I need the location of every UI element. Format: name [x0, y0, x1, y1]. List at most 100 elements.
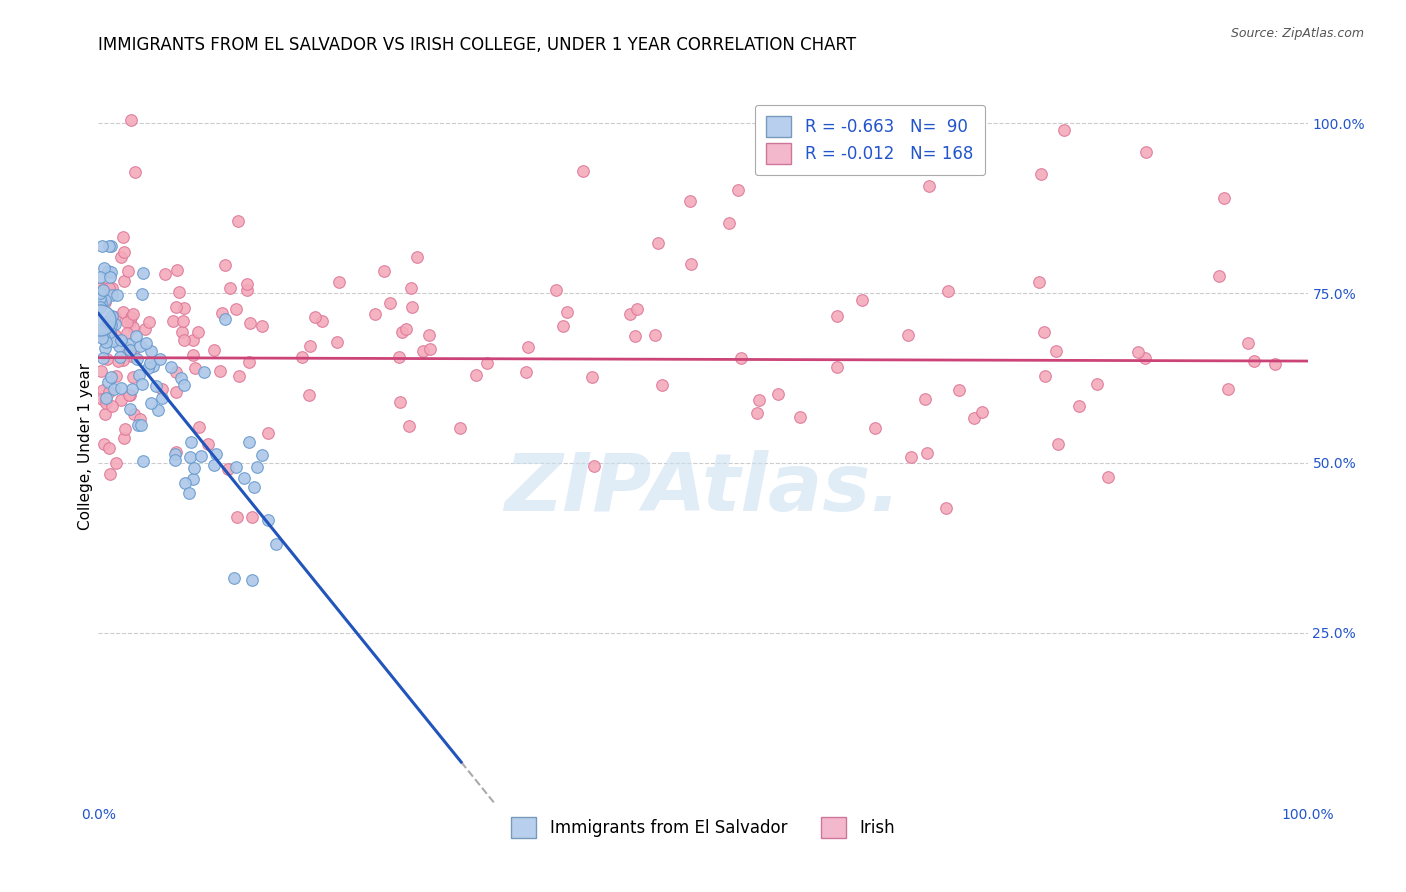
Point [121, 382, 143, 396]
Point [900, 450, 922, 465]
Point [122, 308, 145, 322]
Point [120, 310, 142, 325]
Point [124, 165, 146, 179]
Point [122, 407, 145, 421]
Point [1135, 351, 1157, 365]
Point [1243, 353, 1265, 368]
Point [163, 447, 186, 461]
Point [98, 238, 121, 252]
Point [96, 351, 118, 366]
Point [93, 436, 115, 450]
Point [718, 216, 741, 230]
Point [108, 351, 131, 365]
Point [96, 321, 118, 335]
Point [373, 264, 395, 278]
Point [235, 283, 257, 297]
Point [936, 284, 959, 298]
Point [89, 270, 111, 285]
Point [90, 296, 112, 310]
Point [122, 370, 145, 384]
Point [1067, 399, 1090, 413]
Point [515, 365, 537, 379]
Point [104, 328, 127, 343]
Point [100, 265, 122, 279]
Point [97, 314, 120, 328]
Point [142, 359, 165, 373]
Point [789, 409, 811, 424]
Point [304, 310, 326, 324]
Point [582, 458, 605, 473]
Point [851, 293, 873, 307]
Point [1028, 275, 1050, 289]
Point [165, 384, 187, 399]
Point [1045, 343, 1067, 358]
Point [972, 405, 994, 419]
Point [1216, 382, 1239, 396]
Point [1047, 437, 1070, 451]
Point [238, 435, 260, 450]
Point [918, 179, 941, 194]
Point [100, 318, 122, 332]
Point [546, 283, 568, 297]
Point [465, 368, 488, 383]
Point [1126, 345, 1149, 359]
Point [125, 352, 148, 367]
Point [624, 328, 647, 343]
Point [155, 267, 177, 281]
Point [217, 462, 239, 476]
Point [1264, 357, 1286, 371]
Point [205, 447, 228, 461]
Point [129, 339, 152, 353]
Point [91, 238, 114, 252]
Point [139, 344, 162, 359]
Point [122, 319, 145, 334]
Point [730, 351, 752, 365]
Point [190, 450, 212, 464]
Point [100, 370, 122, 384]
Point [104, 310, 127, 325]
Point [98, 384, 121, 399]
Point [825, 310, 848, 324]
Point [477, 356, 499, 370]
Point [172, 325, 194, 339]
Point [225, 302, 247, 317]
Point [136, 361, 159, 376]
Point [1085, 376, 1108, 391]
Point [131, 377, 153, 392]
Point [148, 403, 170, 417]
Point [101, 400, 124, 414]
Point [235, 277, 257, 292]
Point [311, 314, 333, 328]
Point [159, 360, 181, 375]
Point [167, 285, 190, 299]
Point [127, 418, 149, 433]
Point [391, 325, 413, 339]
Point [94, 392, 117, 407]
Point [218, 281, 240, 295]
Point [107, 338, 129, 352]
Point [388, 395, 411, 409]
Point [100, 287, 122, 301]
Point [166, 263, 188, 277]
Point [644, 327, 666, 342]
Point [115, 341, 138, 355]
Point [94, 396, 117, 410]
Point [94, 342, 117, 356]
Point [963, 410, 986, 425]
Point [747, 405, 769, 419]
Point [727, 183, 749, 197]
Point [299, 338, 322, 352]
Y-axis label: College, Under 1 year: College, Under 1 year [77, 362, 93, 530]
Point [90, 322, 112, 336]
Point [110, 251, 132, 265]
Point [107, 354, 129, 368]
Point [681, 257, 703, 271]
Point [651, 378, 673, 392]
Point [948, 383, 970, 397]
Point [93, 351, 115, 365]
Point [246, 460, 269, 475]
Point [239, 316, 262, 330]
Point [187, 325, 209, 339]
Point [449, 421, 471, 435]
Point [226, 214, 249, 228]
